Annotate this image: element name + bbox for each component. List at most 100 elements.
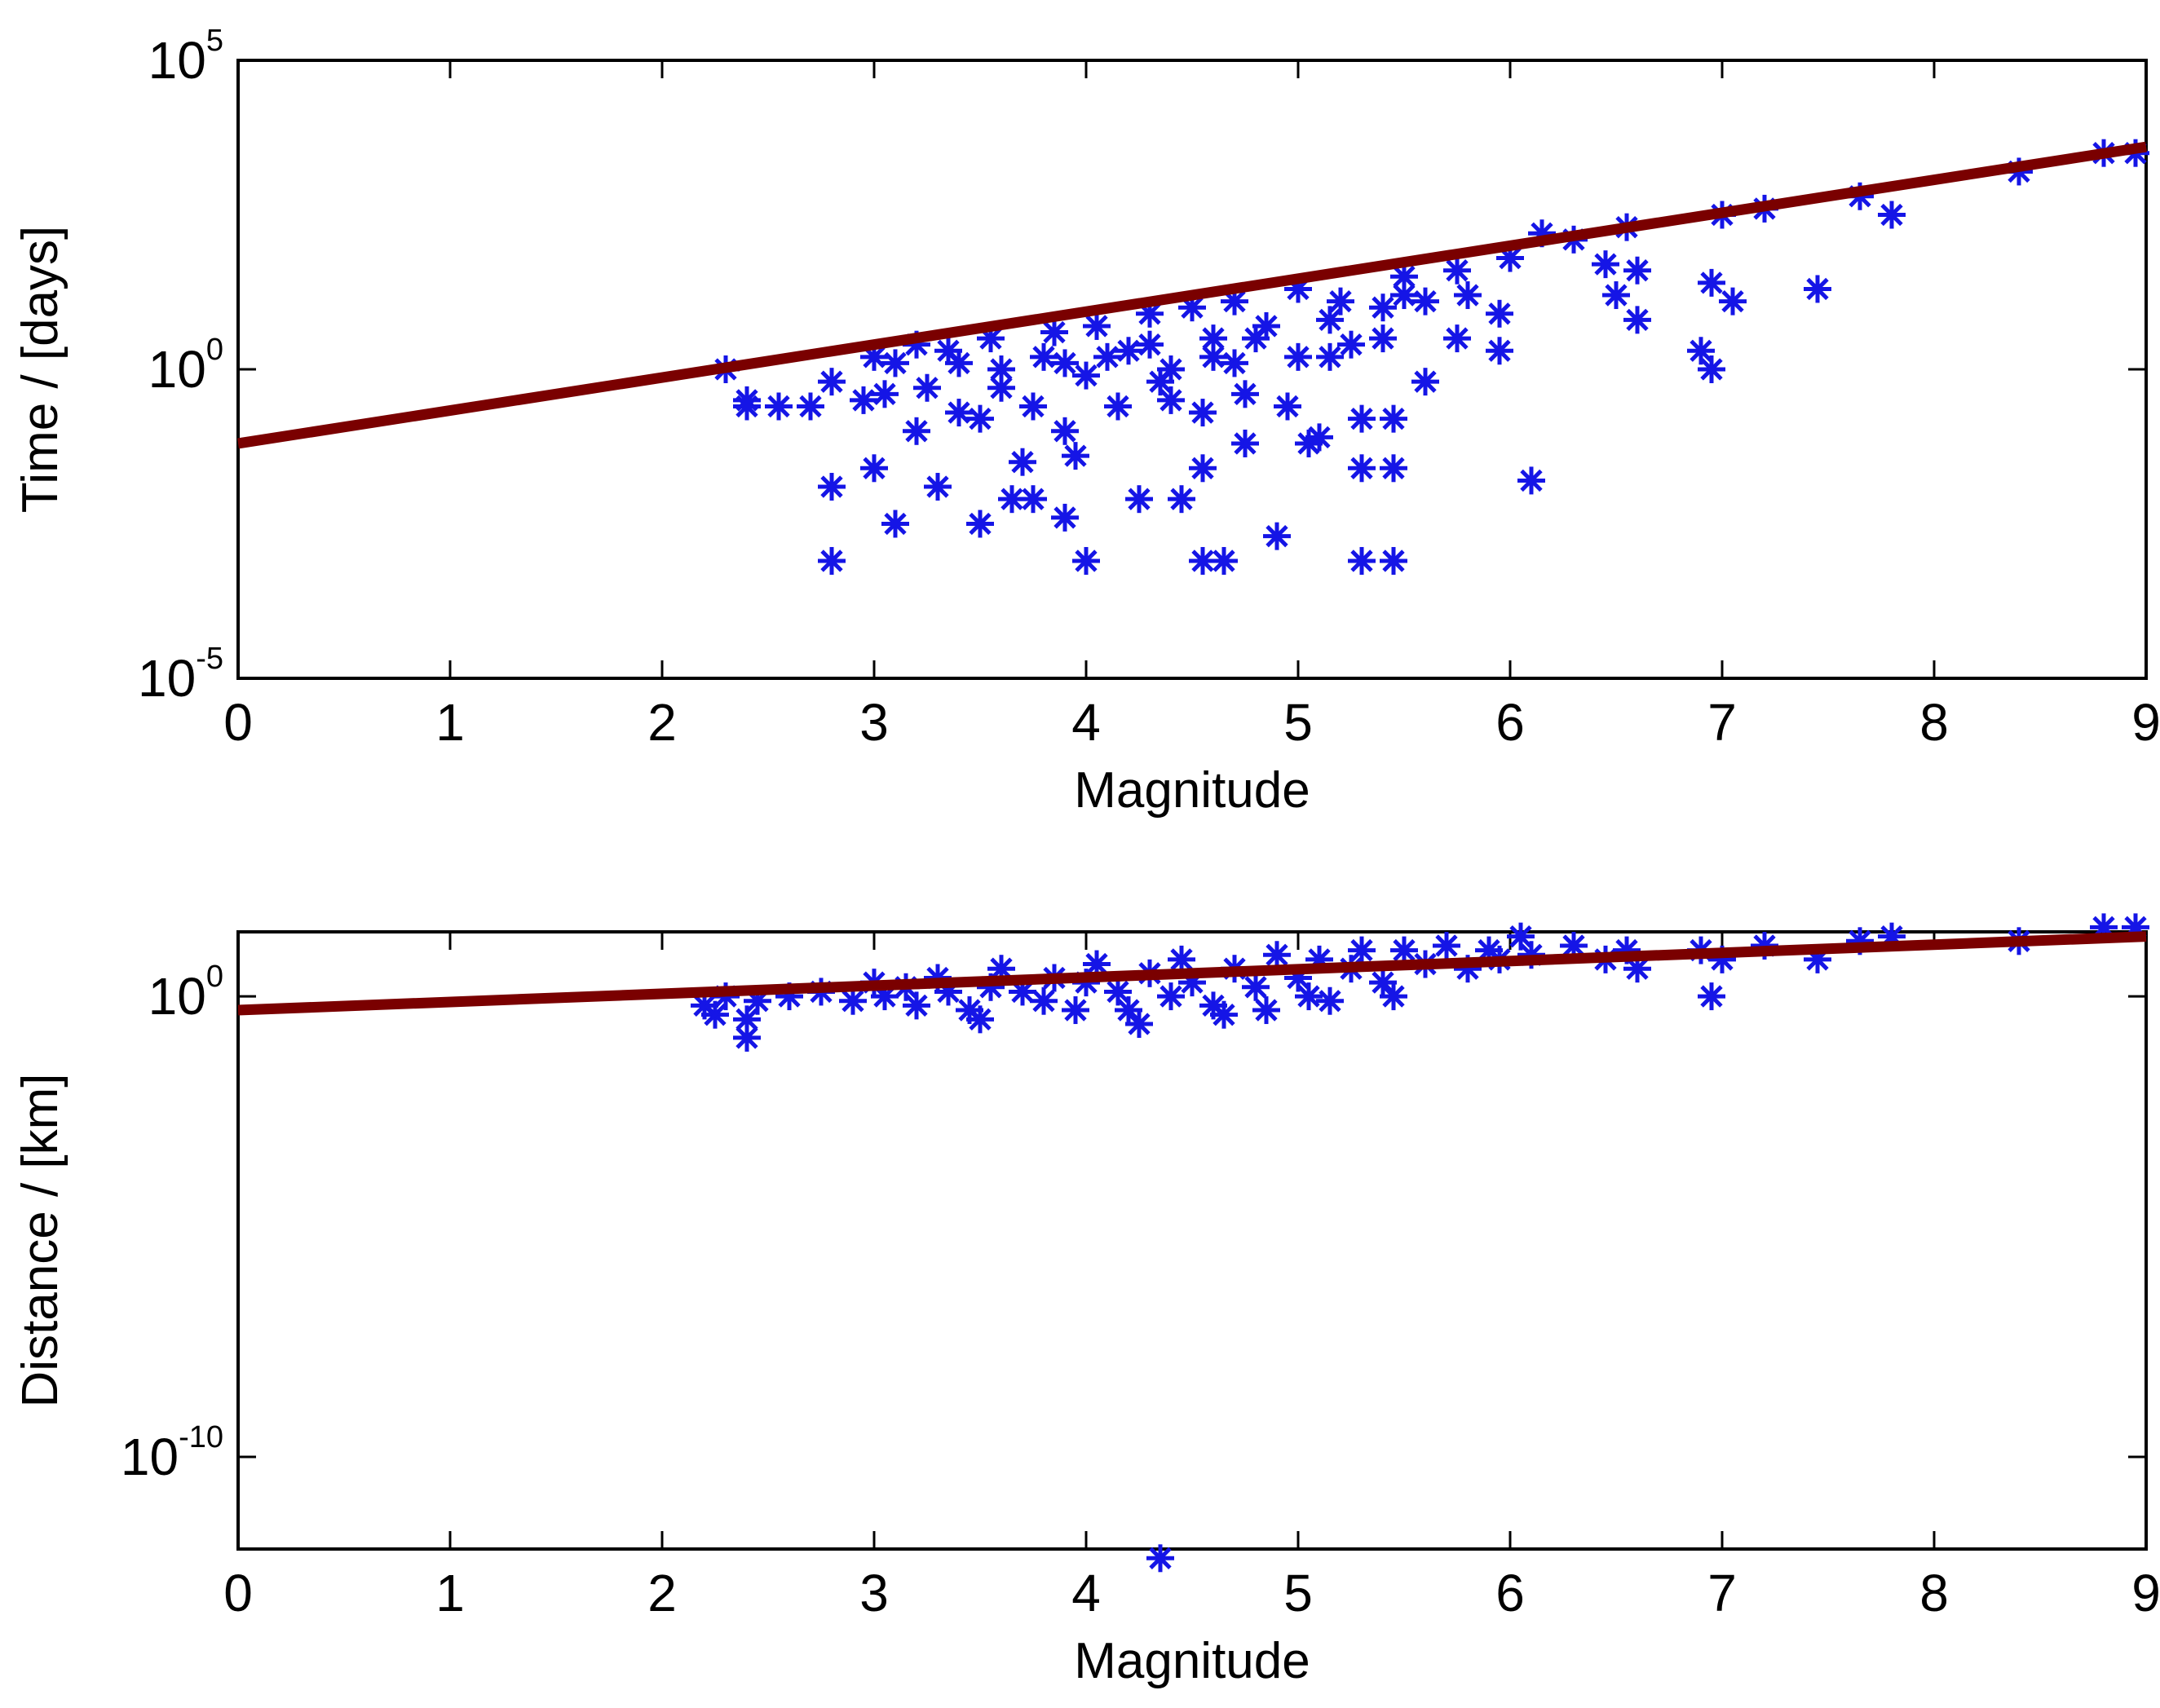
- data-point: [1380, 404, 1407, 433]
- y-tick-exponent: 0: [206, 333, 223, 367]
- x-tick-label: 4: [1071, 1564, 1101, 1622]
- data-point: [1327, 287, 1354, 316]
- data-point: [1380, 454, 1407, 483]
- data-point: [1157, 355, 1185, 383]
- data-point: [1602, 281, 1630, 310]
- plot-area: [236, 59, 2148, 680]
- data-point: [1252, 311, 1280, 340]
- data-point: [1390, 281, 1418, 310]
- data-point: [1316, 306, 1344, 334]
- data-point: [850, 386, 877, 414]
- data-point: [1157, 982, 1185, 1011]
- x-tick-label: 8: [1919, 1564, 1949, 1622]
- data-point: [1698, 355, 1725, 383]
- data-point: [1062, 442, 1089, 470]
- y-tick-exponent: 5: [206, 24, 223, 58]
- data-point: [1263, 941, 1291, 969]
- data-point: [1411, 287, 1439, 316]
- y-tick-label: 10-10: [121, 1420, 223, 1486]
- data-point: [903, 417, 930, 445]
- data-point: [966, 1005, 994, 1034]
- x-tick-label: 3: [859, 693, 889, 752]
- data-point: [1348, 454, 1376, 483]
- y-axis-label: Distance / [km]: [12, 1074, 68, 1408]
- data-point: [1348, 936, 1376, 964]
- data-point: [1083, 311, 1111, 340]
- data-point: [1125, 1009, 1153, 1038]
- data-point: [1051, 349, 1079, 377]
- data-point: [701, 1000, 729, 1029]
- data-point: [1157, 386, 1185, 414]
- data-point: [1019, 485, 1047, 514]
- x-tick-label: 2: [647, 693, 677, 752]
- data-point: [1115, 996, 1142, 1025]
- data-point: [1210, 1000, 1238, 1029]
- data-point: [1051, 503, 1079, 532]
- data-point: [818, 473, 846, 501]
- y-tick-label: 100: [148, 960, 223, 1026]
- x-tick-label: 0: [223, 693, 253, 752]
- data-point: [1316, 986, 1344, 1015]
- data-point: [1030, 986, 1058, 1015]
- data-point: [1146, 1544, 1174, 1573]
- data-point: [1093, 342, 1121, 371]
- y-tick-base: 10: [138, 649, 196, 708]
- data-point: [998, 485, 1026, 514]
- data-point: [1009, 448, 1036, 476]
- data-point: [1698, 268, 1725, 297]
- x-tick-label: 0: [223, 1564, 253, 1622]
- data-point: [1316, 342, 1344, 371]
- y-tick-label: 100: [148, 333, 223, 399]
- data-point: [1348, 404, 1376, 433]
- data-point: [839, 986, 867, 1015]
- data-point: [1189, 454, 1217, 483]
- data-point: [1030, 342, 1058, 371]
- plot-area: [236, 930, 2148, 1551]
- data-point: [1804, 275, 1831, 303]
- data-point: [1348, 546, 1376, 575]
- x-tick-label: 1: [435, 693, 465, 752]
- data-point: [1199, 324, 1227, 353]
- data-point: [1454, 281, 1482, 310]
- data-point: [1623, 306, 1651, 334]
- data-point: [1305, 423, 1333, 452]
- y-tick-label: 105: [148, 24, 223, 90]
- data-point: [733, 392, 761, 421]
- data-point: [1507, 922, 1535, 951]
- data-point: [1136, 330, 1164, 359]
- data-point: [1443, 324, 1471, 353]
- y-tick-base: 10: [148, 340, 206, 399]
- data-point: [860, 454, 888, 483]
- data-point: [1104, 392, 1132, 421]
- data-point: [1263, 522, 1291, 550]
- x-tick-label: 2: [647, 1564, 677, 1622]
- data-point: [1051, 417, 1079, 445]
- y-tick-base: 10: [148, 31, 206, 90]
- y-tick-base: 10: [121, 1428, 179, 1486]
- data-point: [1337, 330, 1365, 359]
- data-point: [1221, 349, 1248, 377]
- y-tick-base: 10: [148, 967, 206, 1026]
- data-point: [733, 1023, 761, 1052]
- data-point: [1072, 546, 1100, 575]
- y-axis-label: Time / [days]: [12, 226, 68, 514]
- data-point: [881, 510, 909, 538]
- data-point: [1115, 337, 1142, 365]
- data-point: [1486, 299, 1513, 328]
- data-point: [1623, 955, 1651, 983]
- x-axis-label: Magnitude: [1074, 1633, 1310, 1689]
- x-tick-label: 9: [2131, 1564, 2160, 1622]
- x-tick-label: 6: [1495, 693, 1525, 752]
- x-tick-label: 7: [1707, 693, 1737, 752]
- y-tick-exponent: -10: [179, 1420, 223, 1454]
- data-point: [1062, 996, 1089, 1025]
- data-point: [818, 368, 846, 396]
- data-point: [903, 991, 930, 1020]
- data-point: [945, 399, 973, 427]
- x-tick-label: 8: [1919, 693, 1949, 752]
- data-point: [1878, 201, 1906, 229]
- data-point: [1719, 287, 1747, 316]
- x-tick-label: 6: [1495, 1564, 1525, 1622]
